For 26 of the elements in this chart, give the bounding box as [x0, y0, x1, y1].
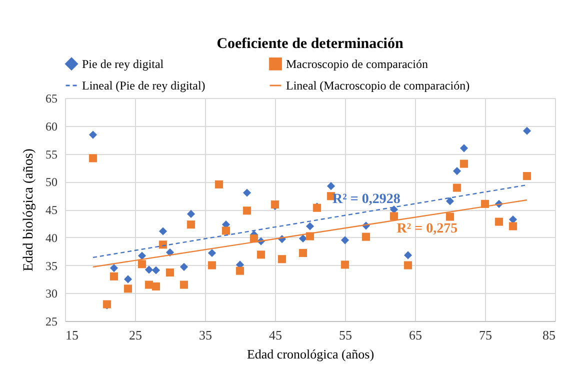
- legend-label: Macroscopio de comparación: [286, 56, 428, 71]
- legend-label: Lineal (Pie de rey digital): [82, 78, 206, 92]
- annotation: R² = 0,275: [396, 221, 458, 236]
- x-tick-label: 25: [129, 328, 142, 342]
- y-tick-label: 55: [46, 147, 58, 162]
- y-tick-label: 35: [46, 258, 58, 273]
- x-tick-label: 45: [269, 328, 282, 342]
- y-tick-label: 45: [46, 203, 58, 217]
- y-tick-label: 50: [46, 175, 58, 190]
- x-tick-label: 65: [409, 328, 422, 342]
- x-tick-label: 75: [479, 328, 492, 342]
- x-tick-label: 85: [542, 328, 556, 342]
- x-tick-label: 15: [66, 328, 78, 342]
- annotation: R² = 0,2928: [332, 192, 400, 207]
- x-tick-label: 35: [199, 328, 212, 342]
- legend-label: Lineal (Macroscopio de comparación): [286, 78, 470, 92]
- x-tick-label: 55: [339, 328, 352, 342]
- y-tick-label: 65: [46, 92, 58, 106]
- y-tick-label: 25: [46, 314, 58, 328]
- y-tick-label: 40: [46, 230, 58, 245]
- y-axis-title: Edad biológica (años): [22, 148, 36, 272]
- y-tick-label: 30: [46, 286, 58, 301]
- chart-title: Coeficiente de determinación: [216, 36, 404, 52]
- y-tick-label: 60: [46, 119, 58, 134]
- x-axis-title: Edad cronológica (años): [246, 346, 374, 362]
- legend-label: Pie de rey digital: [82, 56, 164, 71]
